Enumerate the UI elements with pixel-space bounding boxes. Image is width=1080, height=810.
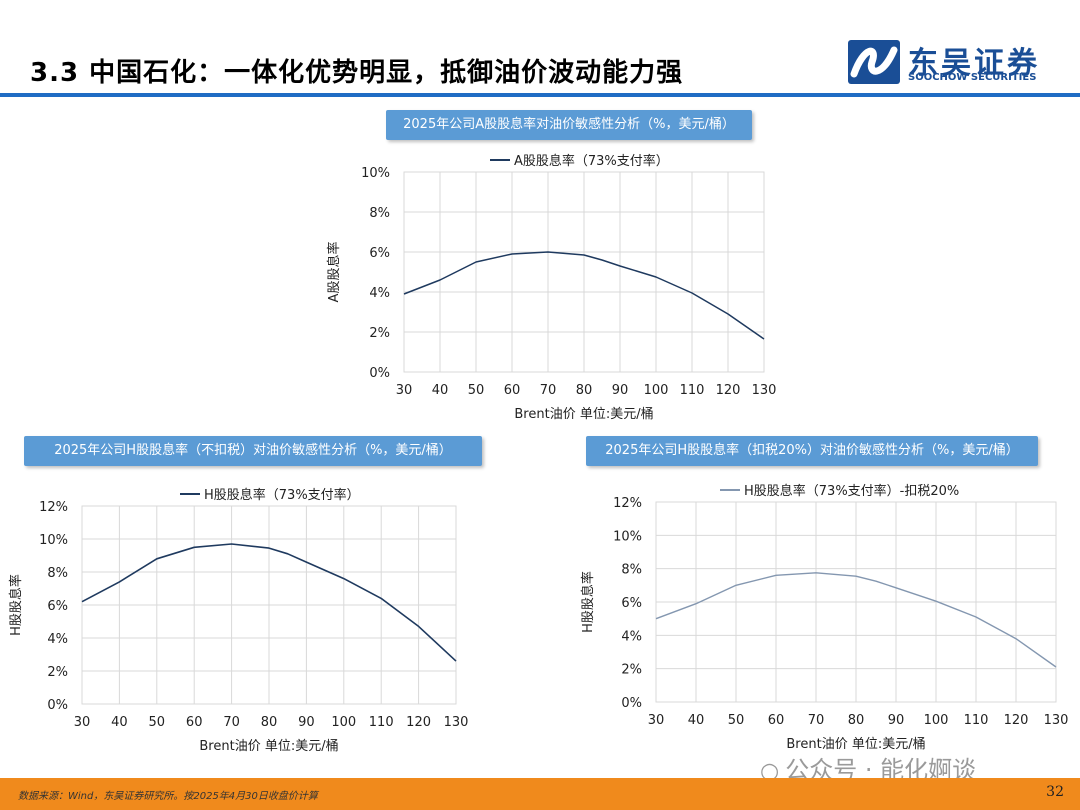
- x-axis-title: Brent油价 单位:美元/桶: [199, 739, 338, 754]
- y-tick-label: 8%: [621, 563, 642, 578]
- x-tick-label: 70: [808, 713, 825, 728]
- x-axis-title: Brent油价 单位:美元/桶: [514, 407, 653, 422]
- x-tick-label: 40: [432, 383, 449, 398]
- y-tick-label: 6%: [621, 596, 642, 611]
- y-tick-label: 12%: [613, 496, 642, 511]
- page-title: 3.3 中国石化：一体化优势明显，抵御油价波动能力强: [30, 58, 684, 88]
- page-number: 32: [1046, 784, 1064, 800]
- y-tick-label: 8%: [369, 206, 390, 221]
- x-tick-label: 60: [504, 383, 521, 398]
- legend-label: H股股息率（73%支付率）: [204, 487, 360, 503]
- x-tick-label: 80: [576, 383, 593, 398]
- logo-text-cn: 东吴证券: [908, 46, 1040, 81]
- x-tick-label: 100: [331, 715, 356, 730]
- x-tick-label: 60: [768, 713, 785, 728]
- y-tick-label: 4%: [47, 632, 68, 647]
- chart-caption-h-share-gross: 2025年公司H股股息率（不扣税）对油价敏感性分析（%，美元/桶）: [24, 436, 482, 466]
- series-line: [655, 572, 1057, 668]
- x-tick-label: 70: [540, 383, 557, 398]
- x-tick-label: 30: [396, 383, 413, 398]
- x-tick-label: 50: [149, 715, 166, 730]
- x-tick-label: 130: [752, 383, 777, 398]
- x-tick-label: 110: [680, 383, 705, 398]
- series-line: [403, 251, 765, 340]
- y-tick-label: 0%: [621, 696, 642, 711]
- y-tick-label: 10%: [613, 529, 642, 544]
- brand-logo: 东吴证券 SOOCHOW SECURITIES: [848, 40, 1058, 86]
- soochow-logo-icon: [848, 40, 900, 84]
- x-tick-label: 110: [369, 715, 394, 730]
- x-tick-label: 50: [728, 713, 745, 728]
- legend-label: A股股息率（73%支付率）: [514, 153, 669, 169]
- x-tick-label: 40: [111, 715, 128, 730]
- y-tick-label: 4%: [369, 286, 390, 301]
- y-axis-title: H股股息率: [8, 574, 24, 636]
- chart-a-share-dividend-yield: 30 40 50 60 70 80 90 100 110 120 130 0% 2% 4% 6% 8% 10% A…: [326, 153, 777, 422]
- x-tick-label: 90: [612, 383, 629, 398]
- y-tick-label: 0%: [47, 698, 68, 713]
- y-tick-label: 6%: [47, 599, 68, 614]
- y-tick-label: 0%: [369, 366, 390, 381]
- x-tick-label: 90: [888, 713, 905, 728]
- wechat-icon: ○: [760, 759, 780, 784]
- legend-label: H股股息率（73%支付率）-扣税20%: [744, 483, 959, 499]
- y-tick-label: 2%: [621, 663, 642, 678]
- header-divider: [0, 93, 1080, 97]
- x-tick-label: 60: [186, 715, 203, 730]
- y-tick-label: 8%: [47, 566, 68, 581]
- y-tick-label: 12%: [39, 500, 68, 515]
- y-tick-label: 10%: [361, 166, 390, 181]
- x-tick-label: 80: [261, 715, 278, 730]
- chart-caption-h-share-net: 2025年公司H股股息率（扣税20%）对油价敏感性分析（%，美元/桶）: [586, 436, 1038, 466]
- x-tick-label: 90: [298, 715, 315, 730]
- x-tick-label: 100: [644, 383, 669, 398]
- y-tick-label: 2%: [369, 326, 390, 341]
- y-tick-label: 10%: [39, 533, 68, 548]
- chart-h-share-dividend-yield-after-tax: 30 40 50 60 70 80 90 100 110 120 130 0% 2% 4% 6% 8% 10% 1…: [580, 483, 1069, 752]
- footer-bar: 数据来源：Wind，东吴证券研究所。按2025年4月30日收盘价计算 32: [0, 778, 1080, 810]
- x-tick-label: 30: [74, 715, 91, 730]
- logo-text-en: SOOCHOW SECURITIES: [908, 72, 1037, 83]
- x-tick-label: 120: [1004, 713, 1029, 728]
- x-tick-label: 30: [648, 713, 665, 728]
- y-tick-label: 2%: [47, 665, 68, 680]
- y-tick-label: 6%: [369, 246, 390, 261]
- y-axis-title: H股股息率: [580, 571, 596, 633]
- x-tick-label: 100: [924, 713, 949, 728]
- x-tick-label: 70: [223, 715, 240, 730]
- chart-h-share-dividend-yield: 30 40 50 60 70 80 90 100 110 120 130 0% 2% 4% 6% 8% 10% 1…: [8, 487, 469, 754]
- y-tick-label: 4%: [621, 629, 642, 644]
- x-axis-title: Brent油价 单位:美元/桶: [786, 737, 925, 752]
- x-tick-label: 80: [848, 713, 865, 728]
- chart-caption-a-share: 2025年公司A股股息率对油价敏感性分析（%，美元/桶）: [386, 110, 752, 140]
- y-axis-title: A股股息率: [326, 242, 342, 303]
- footer-source: 数据来源：Wind，东吴证券研究所。按2025年4月30日收盘价计算: [18, 791, 318, 802]
- x-tick-label: 50: [468, 383, 485, 398]
- x-tick-label: 40: [688, 713, 705, 728]
- x-tick-label: 110: [964, 713, 989, 728]
- x-tick-label: 130: [1044, 713, 1069, 728]
- x-tick-label: 130: [444, 715, 469, 730]
- x-tick-label: 120: [716, 383, 741, 398]
- series-line: [81, 543, 457, 662]
- x-tick-label: 120: [406, 715, 431, 730]
